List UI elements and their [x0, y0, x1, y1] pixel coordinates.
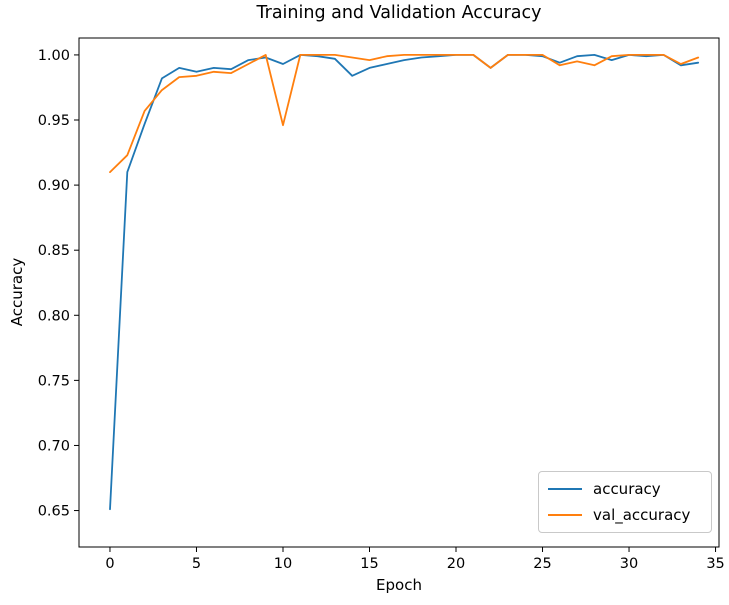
chart-title: Training and Validation Accuracy: [256, 3, 542, 23]
y-tick-label: 0.80: [38, 308, 70, 324]
y-tick-label: 0.75: [38, 373, 70, 389]
accuracy-line-swatch-icon: [548, 488, 582, 491]
legend-entry-accuracy: accuracy: [548, 481, 711, 498]
y-axis-label: Accuracy: [8, 257, 26, 327]
x-tick-label: 30: [620, 556, 638, 572]
x-tick-label: 0: [105, 556, 114, 572]
y-tick-label: 0.90: [38, 178, 70, 194]
x-tick-label: 15: [360, 556, 378, 572]
axes-spines: [78, 37, 720, 548]
y-tick-label: 0.65: [38, 504, 70, 520]
y-tick-label: 1.00: [38, 48, 70, 64]
legend-label-val-accuracy: val_accuracy: [593, 505, 691, 524]
x-tick-label: 20: [447, 556, 465, 572]
x-axis-label: Epoch: [376, 576, 422, 594]
legend-entry-val-accuracy: val_accuracy: [548, 505, 711, 524]
y-tick-label: 0.95: [38, 113, 70, 129]
legend-label-accuracy: accuracy: [593, 480, 661, 498]
x-tick-label: 10: [274, 556, 292, 572]
accuracy-line: [109, 54, 700, 511]
x-tick-label: 25: [533, 556, 551, 572]
y-tick-label: 0.70: [38, 438, 70, 454]
x-tick-label: 5: [192, 556, 201, 572]
val-accuracy-line-swatch-icon: [548, 513, 582, 516]
legend: accuracy val_accuracy: [538, 471, 712, 533]
x-tick-label: 35: [706, 556, 724, 572]
val-accuracy-line: [109, 54, 700, 174]
y-tick-label: 0.85: [38, 243, 70, 259]
